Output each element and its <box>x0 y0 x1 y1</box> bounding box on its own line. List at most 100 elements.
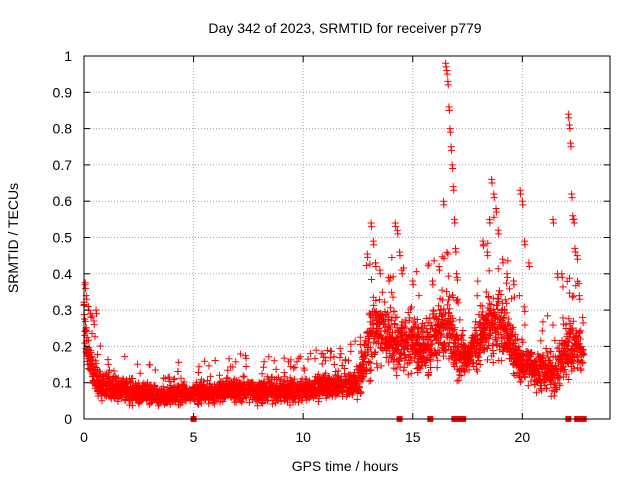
data-point <box>565 330 573 338</box>
data-point <box>575 280 583 288</box>
data-point <box>388 288 396 296</box>
data-point <box>575 328 583 336</box>
data-point <box>127 378 135 386</box>
y-tick-label: 0.7 <box>53 157 73 173</box>
data-point <box>385 277 393 285</box>
data-point <box>219 398 227 405</box>
data-point <box>483 344 491 352</box>
data-point <box>201 357 209 365</box>
data-point <box>389 343 397 351</box>
data-point <box>457 372 465 380</box>
data-point <box>473 365 481 373</box>
data-point <box>428 339 436 347</box>
data-point <box>524 382 532 390</box>
data-point <box>503 309 511 317</box>
data-point <box>365 377 373 385</box>
data-point <box>327 347 335 355</box>
data-point <box>92 310 100 318</box>
data-point <box>547 359 555 367</box>
data-point <box>96 342 104 350</box>
data-point <box>546 376 554 384</box>
data-point <box>331 392 339 400</box>
data-point <box>94 351 102 359</box>
data-point <box>404 360 412 368</box>
data-point <box>498 357 506 365</box>
data-point <box>380 317 388 325</box>
data-point <box>422 361 430 369</box>
data-point <box>452 331 460 339</box>
data-point <box>379 288 387 296</box>
data-point <box>326 354 334 362</box>
data-point <box>215 371 223 379</box>
data-point <box>503 279 511 287</box>
data-point <box>337 350 345 358</box>
data-point <box>489 340 497 348</box>
data-point <box>427 341 435 349</box>
data-point <box>446 128 454 136</box>
data-point <box>569 317 577 325</box>
data-point <box>384 309 392 317</box>
data-point <box>438 286 446 294</box>
data-point <box>442 63 450 71</box>
data-point <box>520 303 528 311</box>
data-point <box>484 239 492 247</box>
data-point <box>434 356 442 364</box>
data-point <box>568 324 576 332</box>
data-point <box>291 363 299 371</box>
data-point <box>532 389 540 397</box>
data-point <box>576 335 584 343</box>
data-point <box>412 320 420 328</box>
data-point <box>452 359 460 367</box>
data-point <box>110 367 118 375</box>
data-point <box>476 361 484 369</box>
data-point <box>378 311 386 319</box>
data-point <box>270 357 278 365</box>
data-point <box>549 219 557 227</box>
data-point <box>272 365 280 373</box>
data-point <box>543 384 551 392</box>
data-point <box>170 376 178 384</box>
data-point <box>392 223 400 231</box>
data-point <box>521 373 529 381</box>
data-point <box>509 370 517 378</box>
data-point <box>177 374 185 382</box>
data-point <box>363 367 371 375</box>
data-point <box>449 317 457 325</box>
data-point <box>538 327 546 335</box>
data-point <box>117 394 125 402</box>
data-point <box>558 273 566 281</box>
data-point <box>235 376 243 384</box>
data-point <box>341 364 349 372</box>
data-point <box>391 320 399 328</box>
data-point <box>443 70 451 78</box>
data-point <box>368 223 376 231</box>
data-point <box>304 391 312 399</box>
data-point <box>239 372 247 380</box>
data-point <box>372 296 380 304</box>
data-point <box>459 326 467 334</box>
data-point <box>547 347 555 355</box>
x-tick-label: 15 <box>405 429 421 445</box>
data-point <box>327 390 335 398</box>
data-point <box>322 357 330 365</box>
data-point <box>87 349 95 357</box>
data-point <box>518 356 526 364</box>
data-point <box>440 254 448 262</box>
data-point <box>565 338 573 346</box>
data-point <box>351 337 359 345</box>
data-point <box>426 357 434 365</box>
data-point <box>179 381 187 389</box>
data-point <box>577 366 585 374</box>
data-point <box>161 375 169 383</box>
data-point <box>412 268 420 276</box>
data-point <box>443 248 451 256</box>
data-point <box>104 360 112 368</box>
data-point <box>430 257 438 265</box>
data-point <box>290 364 298 372</box>
data-point <box>517 190 525 198</box>
data-point <box>450 186 458 194</box>
data-point <box>519 338 527 346</box>
data-point <box>398 270 406 278</box>
data-point <box>386 324 394 332</box>
data-point <box>565 114 573 122</box>
